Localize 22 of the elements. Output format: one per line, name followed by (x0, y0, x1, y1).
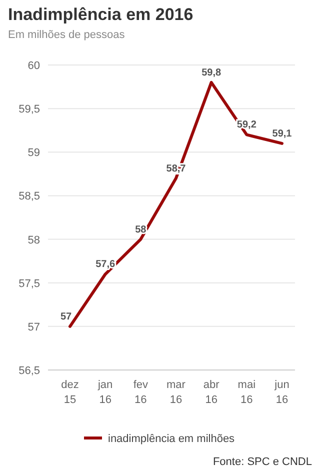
y-tick-label: 59,5 (18, 104, 40, 116)
x-tick-label: jan 16 (96, 379, 113, 406)
x-tick-label: abr 16 (203, 379, 220, 406)
x-tick-label: dez 15 (61, 379, 79, 406)
y-tick-label: 57 (28, 321, 40, 334)
y-tick-label: 59 (28, 147, 40, 160)
legend-label: inadimplência em milhões (108, 433, 236, 445)
chart-subtitle: Em milhões de pessoas (8, 29, 126, 41)
y-tick-label: 60 (28, 60, 40, 72)
x-tick-label: fev 16 (133, 379, 148, 406)
x-tick-label: mai 16 (238, 379, 256, 406)
y-tick-label: 58,5 (18, 190, 40, 203)
y-tick-label: 57,5 (18, 278, 40, 290)
data-label: 59,1 (272, 128, 292, 140)
data-label: 59,8 (202, 67, 222, 78)
x-tick-label: jun 16 (274, 379, 290, 406)
y-tick-label: 56,5 (18, 365, 40, 377)
source-note: Fonte: SPC e CNDL (212, 456, 312, 468)
chart-title: Inadimplência em 2016 (8, 5, 194, 24)
y-tick-label: 58 (28, 234, 40, 246)
data-label: 57 (60, 311, 72, 322)
x-tick-label: mar 16 (166, 379, 186, 406)
